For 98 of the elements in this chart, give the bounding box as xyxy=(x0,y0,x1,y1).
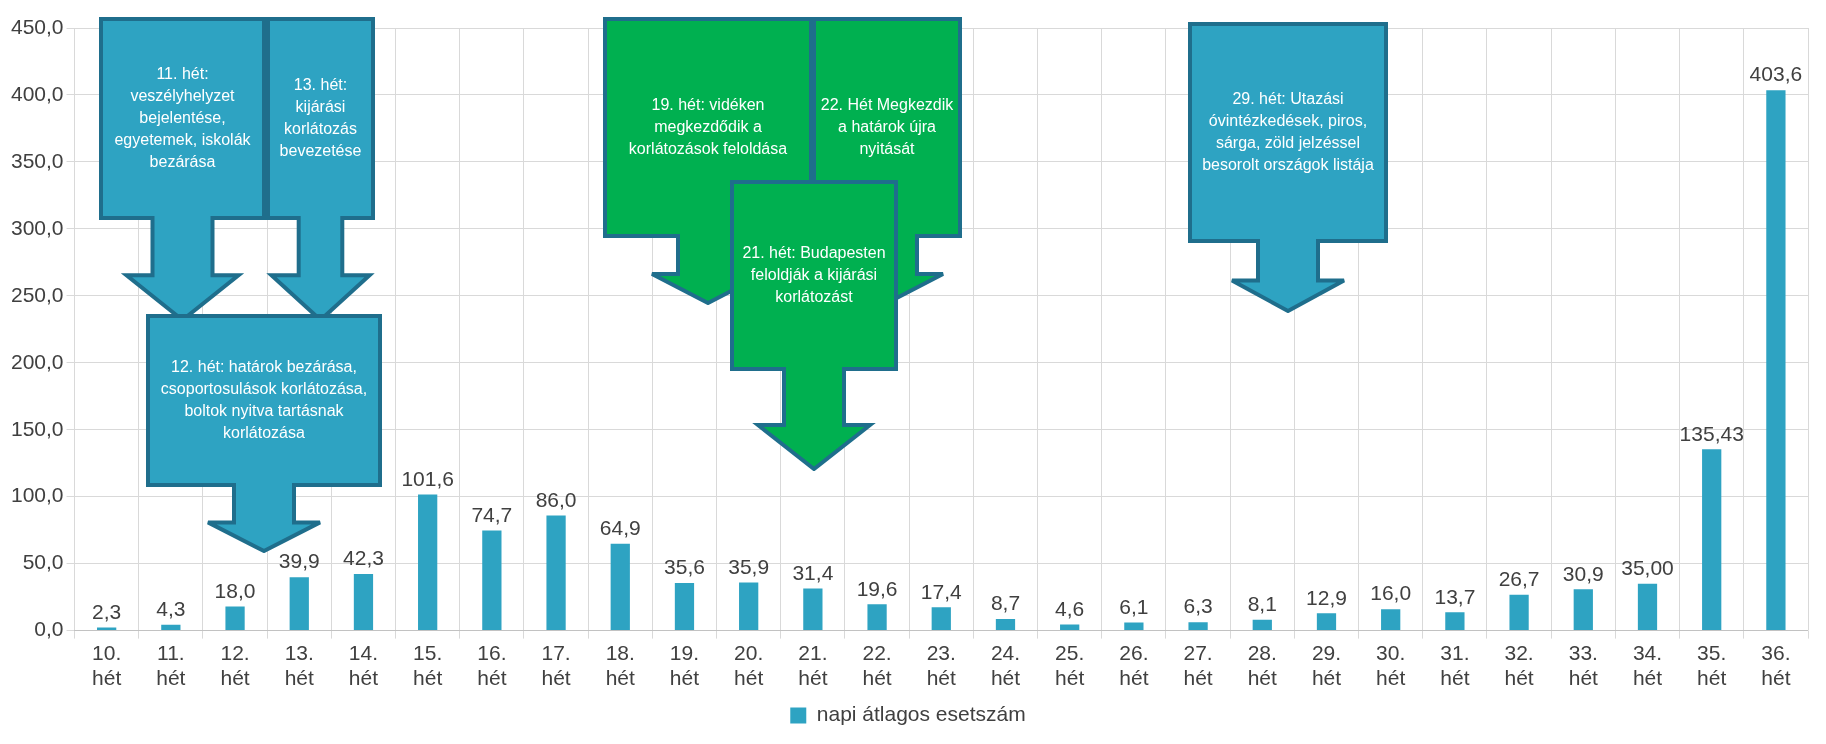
x-tick-label: 29. hét xyxy=(1311,641,1342,690)
data-label: 31,4 xyxy=(792,560,834,584)
data-label: 35,9 xyxy=(728,554,770,578)
bar xyxy=(1124,622,1144,631)
x-tick-label: 31. hét xyxy=(1440,641,1470,690)
y-tick-label: 250,0 xyxy=(10,282,64,306)
x-tick-label: 23. hét xyxy=(926,641,957,690)
bar xyxy=(739,582,759,631)
data-label: 12,9 xyxy=(1306,585,1347,609)
data-label: 35,6 xyxy=(664,555,705,579)
y-tick-label: 350,0 xyxy=(10,148,64,172)
bar xyxy=(1060,624,1080,631)
annotation: 11. hét: veszélyhelyzet bejelentése, egyetemek, iskolák bezárása xyxy=(113,63,252,172)
x-tick-label: 34. hét xyxy=(1632,641,1663,690)
y-tick-label: 0,0 xyxy=(34,617,64,641)
annotation: 19. hét: vidéken megkezdődik a korlátozások feloldása xyxy=(627,94,789,159)
bar xyxy=(418,494,438,631)
bar xyxy=(289,577,309,631)
bar xyxy=(353,573,374,631)
annotation: 22. Hét Megkezdik a határok újra nyitását xyxy=(819,94,955,159)
x-tick-label: 20. hét xyxy=(734,641,764,690)
bar xyxy=(803,588,823,631)
data-label: 19,6 xyxy=(856,576,898,600)
bar xyxy=(1188,622,1208,631)
data-label: 135,43 xyxy=(1679,421,1744,445)
data-label: 8,7 xyxy=(990,591,1021,615)
annotation: 29. hét: Utazási óvintézkedések, piros, sárga, zöld jelzéssel besorolt országok listája xyxy=(1201,88,1375,175)
y-tick-label: 400,0 xyxy=(10,81,64,105)
x-tick-label: 19. hét xyxy=(669,641,700,690)
bar xyxy=(1445,612,1465,631)
x-tick-label: 30. hét xyxy=(1376,641,1406,690)
bar xyxy=(1702,449,1722,631)
y-tick-label: 100,0 xyxy=(10,483,64,507)
annotation: 12. hét: határok bezárása, csoportosulások korlátozása, boltok nyitva tartásnak korlátozása xyxy=(159,356,369,443)
bar xyxy=(1316,613,1337,631)
x-tick-label: 27. hét xyxy=(1183,641,1213,690)
data-label: 8,1 xyxy=(1247,592,1277,616)
x-tick-label: 32. hét xyxy=(1504,641,1534,690)
x-tick-label: 26. hét xyxy=(1119,641,1149,690)
data-label: 64,9 xyxy=(599,515,641,539)
bar xyxy=(931,607,951,631)
data-label: 86,0 xyxy=(535,487,577,511)
y-tick-label: 450,0 xyxy=(10,14,64,38)
x-tick-label: 10. hét xyxy=(92,641,122,690)
data-label: 26,7 xyxy=(1498,567,1540,591)
data-label: 2,3 xyxy=(92,599,122,623)
x-tick-label: 36. hét xyxy=(1761,641,1791,690)
y-tick-label: 50,0 xyxy=(22,550,64,574)
annotation: 21. hét: Budapesten feloldják a kijárási korlátozást xyxy=(741,242,887,307)
data-label: 35,00 xyxy=(1621,556,1674,580)
data-label: 4,3 xyxy=(156,597,186,621)
data-label: 74,7 xyxy=(471,502,513,526)
bar xyxy=(674,582,695,631)
x-tick-label: 13. hét xyxy=(284,641,315,690)
bar xyxy=(1766,90,1786,631)
y-tick-label: 200,0 xyxy=(10,349,64,373)
x-tick-label: 12. hét xyxy=(220,641,250,690)
x-tick-label: 15. hét xyxy=(413,641,443,690)
x-tick-label: 17. hét xyxy=(541,641,571,690)
data-label: 403,6 xyxy=(1749,62,1803,86)
data-label: 16,0 xyxy=(1370,581,1412,605)
data-label: 39,9 xyxy=(278,549,320,573)
data-label: 30,9 xyxy=(1562,561,1604,585)
legend-label: napi átlagos esetszám xyxy=(816,702,1026,726)
bar xyxy=(225,606,245,631)
data-label: 101,6 xyxy=(401,466,454,490)
bar xyxy=(1252,619,1272,631)
data-label: 18,0 xyxy=(214,578,256,602)
x-tick-label: 25. hét xyxy=(1055,641,1085,690)
x-tick-label: 18. hét xyxy=(605,641,636,690)
x-tick-label: 35. hét xyxy=(1697,641,1727,690)
bar xyxy=(482,530,502,631)
data-label: 17,4 xyxy=(920,579,963,603)
bar xyxy=(995,618,1016,631)
x-tick-label: 14. hét xyxy=(348,641,379,690)
bar xyxy=(1381,609,1401,631)
bar xyxy=(1573,589,1593,631)
x-tick-label: 28. hét xyxy=(1247,641,1278,690)
y-tick-label: 300,0 xyxy=(10,215,64,239)
bar xyxy=(546,515,566,631)
data-label: 13,7 xyxy=(1434,584,1476,608)
bar xyxy=(1637,583,1658,631)
data-label: 42,3 xyxy=(343,546,384,570)
x-tick-label: 22. hét xyxy=(862,641,892,690)
x-tick-label: 33. hét xyxy=(1568,641,1599,690)
x-tick-label: 11. hét xyxy=(156,641,186,690)
data-label: 4,6 xyxy=(1055,596,1085,620)
x-tick-label: 24. hét xyxy=(990,641,1021,690)
data-label: 6,1 xyxy=(1119,594,1149,618)
bar xyxy=(867,604,887,631)
x-tick-label: 21. hét xyxy=(798,641,828,690)
x-tick-label: 16. hét xyxy=(477,641,507,690)
annotation: 13. hét: kijárási korlátozás bevezetése xyxy=(278,74,363,161)
bar xyxy=(161,624,181,631)
y-tick-label: 150,0 xyxy=(10,416,64,440)
bar xyxy=(610,543,630,631)
data-label: 6,3 xyxy=(1183,594,1213,618)
bar xyxy=(1509,594,1529,631)
